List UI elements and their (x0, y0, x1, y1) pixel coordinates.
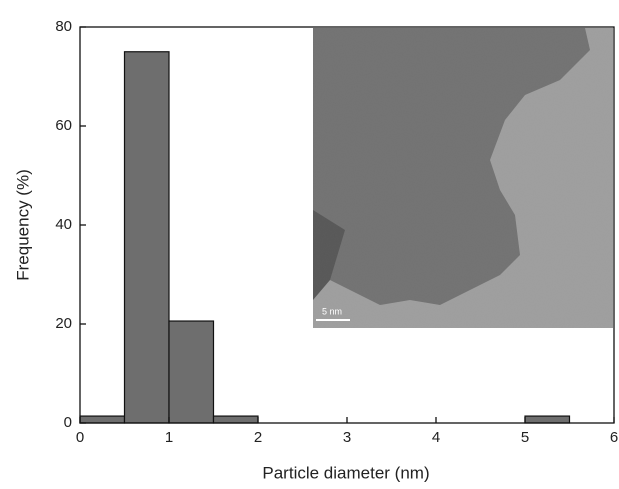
bar (79, 415, 126, 424)
bar (168, 320, 215, 424)
bar (524, 415, 571, 424)
x-tick-label: 2 (254, 429, 262, 446)
inset-scale-label: 5 nm (322, 306, 342, 316)
y-tick-label: 80 (55, 18, 72, 35)
x-tick-label: 3 (343, 429, 351, 446)
x-tick-label: 1 (165, 429, 173, 446)
y-tick-label: 20 (55, 315, 72, 332)
x-tick-label: 4 (432, 429, 440, 446)
bar (123, 51, 170, 424)
x-axis-label: Particle diameter (nm) (262, 463, 429, 482)
y-tick-label: 0 (64, 414, 72, 431)
x-tick-label: 0 (76, 429, 84, 446)
x-tick-label: 6 (610, 429, 618, 446)
y-axis-label: Frequency (%) (13, 169, 32, 280)
inset-image: 5 nm (313, 28, 613, 328)
y-tick-label: 40 (55, 216, 72, 233)
y-tick-label: 60 (55, 117, 72, 134)
x-tick-label: 5 (521, 429, 529, 446)
bar (212, 415, 259, 424)
